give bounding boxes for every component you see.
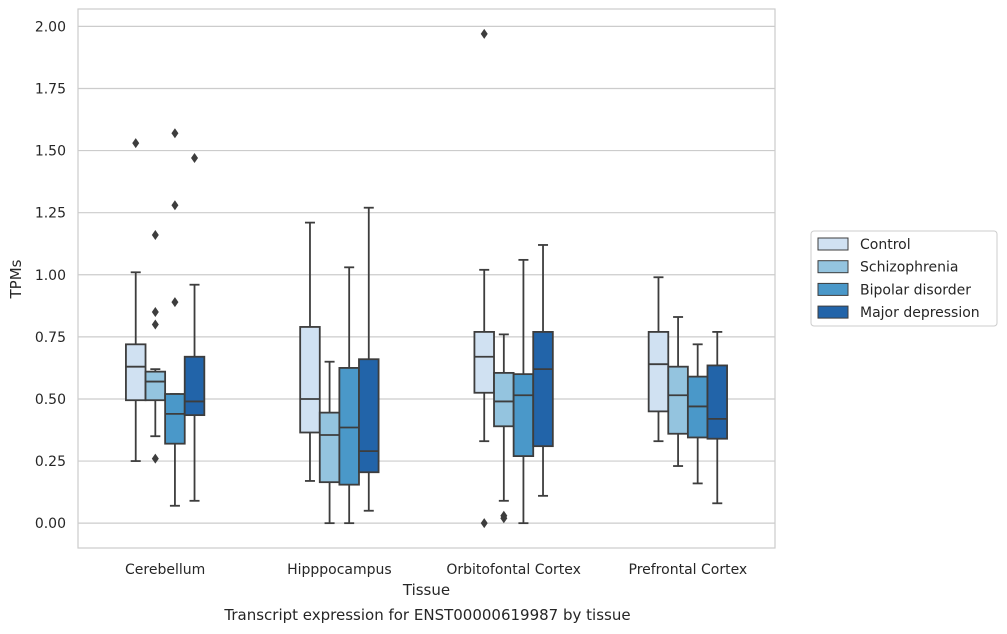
legend-label: Major depression xyxy=(860,305,980,321)
boxes xyxy=(125,28,728,529)
outlier-point xyxy=(151,230,159,241)
x-tick-label: Cerebellum xyxy=(125,562,205,578)
x-axis-title: Tissue xyxy=(402,581,450,599)
y-tick-label: 1.25 xyxy=(35,206,66,222)
box-iqr xyxy=(706,364,728,440)
legend-swatch xyxy=(817,237,849,251)
box-iqr xyxy=(493,371,515,428)
outlier-point xyxy=(171,128,179,139)
box-schizophrenia xyxy=(667,316,689,467)
box-major-depression xyxy=(532,244,554,497)
y-tick-label: 1.75 xyxy=(35,81,66,97)
y-tick-label: 0.00 xyxy=(35,516,66,532)
y-tick-label: 1.00 xyxy=(35,268,66,284)
box-iqr xyxy=(338,367,360,486)
legend-swatch xyxy=(817,260,849,274)
outlier-point xyxy=(132,138,140,149)
box-schizophrenia xyxy=(144,230,167,464)
y-axis-tick-labels: 0.00 0.25 0.50 0.75 1.00 1.25 1.50 1.75 2.00 xyxy=(35,19,66,532)
box-iqr xyxy=(473,331,495,394)
outlier-point xyxy=(151,307,159,318)
box-iqr xyxy=(164,393,186,445)
x-tick-label: Prefrontal Cortex xyxy=(629,562,748,578)
outlier-point xyxy=(171,297,179,308)
figure-caption: Transcript expression for ENST0000061998… xyxy=(224,606,631,624)
box-major-depression xyxy=(183,153,206,502)
box-bipolar-disorder xyxy=(512,258,535,525)
y-tick-label: 1.50 xyxy=(35,144,66,160)
box-schizophrenia xyxy=(318,360,341,525)
x-tick-label: Orbitofontal Cortex xyxy=(446,562,581,578)
box-iqr xyxy=(532,331,554,448)
box-iqr xyxy=(299,326,321,434)
outlier-point xyxy=(480,518,488,529)
box-major-depression xyxy=(706,331,728,505)
legend-frame xyxy=(810,230,998,327)
y-tick-label: 2.00 xyxy=(35,19,66,35)
x-tick-label: Hipppocampus xyxy=(287,562,392,578)
box-iqr xyxy=(183,355,206,417)
outlier-point xyxy=(191,153,199,164)
y-axis-title: TPMs xyxy=(7,259,25,299)
box-bipolar-disorder xyxy=(164,128,186,507)
legend: Control Schizophrenia Bipolar disorder Majo… xyxy=(810,230,998,327)
box-bipolar-disorder xyxy=(338,266,360,525)
box-major-depression xyxy=(358,206,380,512)
box-iqr xyxy=(667,365,689,435)
legend-swatch xyxy=(817,305,849,319)
y-tick-label: 0.50 xyxy=(35,392,66,408)
plot-area-frame xyxy=(77,8,776,549)
gridlines xyxy=(78,25,775,524)
outlier-point xyxy=(171,200,179,211)
box-iqr xyxy=(512,373,535,457)
outlier-point xyxy=(151,453,159,464)
box-control xyxy=(647,276,670,443)
legend-label: Bipolar disorder xyxy=(860,282,971,298)
box-iqr xyxy=(125,343,147,402)
outlier-point xyxy=(480,28,488,39)
outlier-point xyxy=(500,513,508,524)
y-tick-label: 0.75 xyxy=(35,330,66,346)
legend-label: Schizophrenia xyxy=(860,260,958,276)
x-axis-tick-labels: Cerebellum Hipppocampus Orbitofontal Corte… xyxy=(125,562,747,578)
legend-label: Control xyxy=(860,237,911,253)
box-bipolar-disorder xyxy=(686,343,709,485)
box-control xyxy=(473,28,495,529)
box-control xyxy=(299,221,321,482)
box-iqr xyxy=(318,411,341,484)
outlier-point xyxy=(151,319,159,330)
box-schizophrenia xyxy=(493,333,515,524)
box-iqr xyxy=(144,370,167,402)
legend-swatch xyxy=(817,282,849,296)
box-iqr xyxy=(358,358,380,474)
box-control xyxy=(125,138,147,462)
y-tick-label: 0.25 xyxy=(35,454,66,470)
box-iqr xyxy=(647,331,670,413)
